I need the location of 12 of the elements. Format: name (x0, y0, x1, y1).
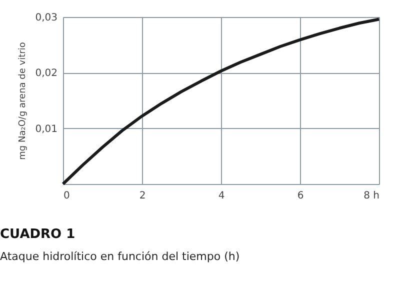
y-tick-label: 0,02 (35, 68, 58, 80)
x-tick-label: 6 (297, 190, 304, 202)
x-tick-label: 4 (218, 190, 225, 202)
text: CUADRO 1 (0, 227, 76, 242)
y-tick-label: 0,01 (35, 124, 58, 135)
x-tick-label: 2 (139, 190, 146, 202)
text: Ataque hidrolítico en función del tiempo (h) (0, 250, 240, 263)
line-series (62, 18, 380, 186)
x-tick-label: 0 (64, 190, 70, 202)
y-axis-title: mg Na₂O/g arena de vitrio (18, 42, 28, 160)
y-tick-label: 0,03 (35, 12, 58, 24)
x-tick-label: 8 h (364, 190, 380, 202)
